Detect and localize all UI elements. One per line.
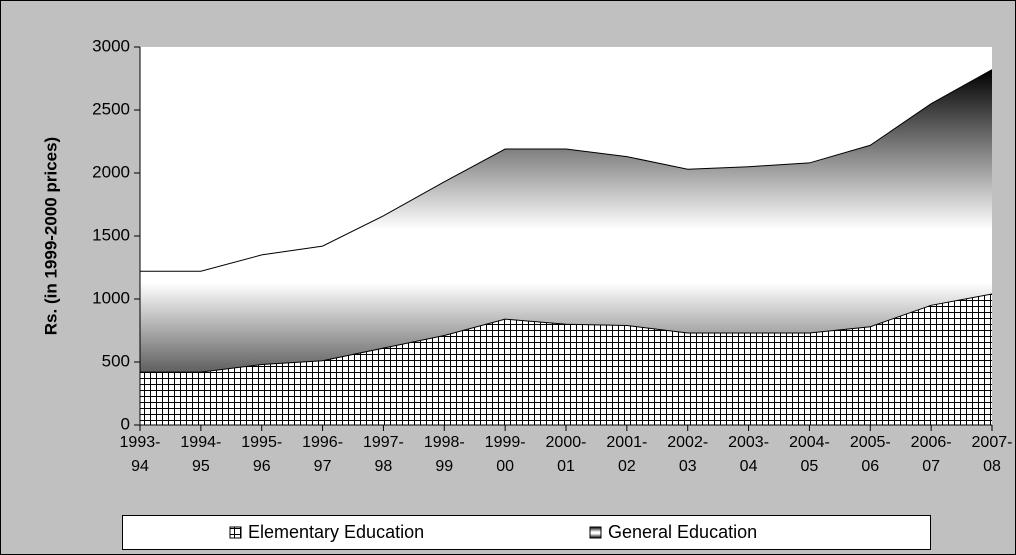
legend-swatch — [229, 526, 242, 539]
x-tick-label: 1994-95 — [180, 434, 221, 475]
x-tick-label: 1999-00 — [485, 434, 526, 475]
legend-label: General Education — [608, 522, 757, 542]
x-tick-label: 1993-94 — [120, 434, 161, 475]
y-tick-label: 2000 — [92, 162, 130, 181]
x-tick-label: 2006-07 — [911, 434, 952, 475]
x-tick-label: 2003-04 — [728, 434, 769, 475]
y-axis-label: Rs. (in 1999-2000 prices) — [41, 137, 60, 335]
x-tick-label: 2001-02 — [606, 434, 647, 475]
x-tick-label: 1997-98 — [363, 434, 404, 475]
x-tick-label: 2004-05 — [789, 434, 830, 475]
legend-label: Elementary Education — [248, 522, 424, 542]
y-tick-label: 1500 — [92, 225, 130, 244]
y-tick-label: 3000 — [92, 36, 130, 55]
x-tick-label: 1996-97 — [302, 434, 343, 475]
x-tick-label: 2000-01 — [546, 434, 587, 475]
y-tick-label: 2500 — [92, 99, 130, 118]
y-tick-label: 0 — [121, 414, 130, 433]
x-tick-label: 1998-99 — [424, 434, 465, 475]
y-tick-label: 1000 — [92, 288, 130, 307]
line — [140, 293, 993, 373]
x-tick-label: 2002-03 — [667, 434, 708, 475]
x-tick-label: 1995-96 — [241, 434, 282, 475]
legend-swatch — [589, 526, 602, 539]
x-tick-label: 2005-06 — [850, 434, 891, 475]
area — [140, 293, 992, 425]
line — [140, 69, 993, 272]
y-tick-label: 500 — [102, 351, 130, 370]
x-tick-label: 2007-08 — [972, 434, 1013, 475]
legend — [122, 515, 931, 550]
